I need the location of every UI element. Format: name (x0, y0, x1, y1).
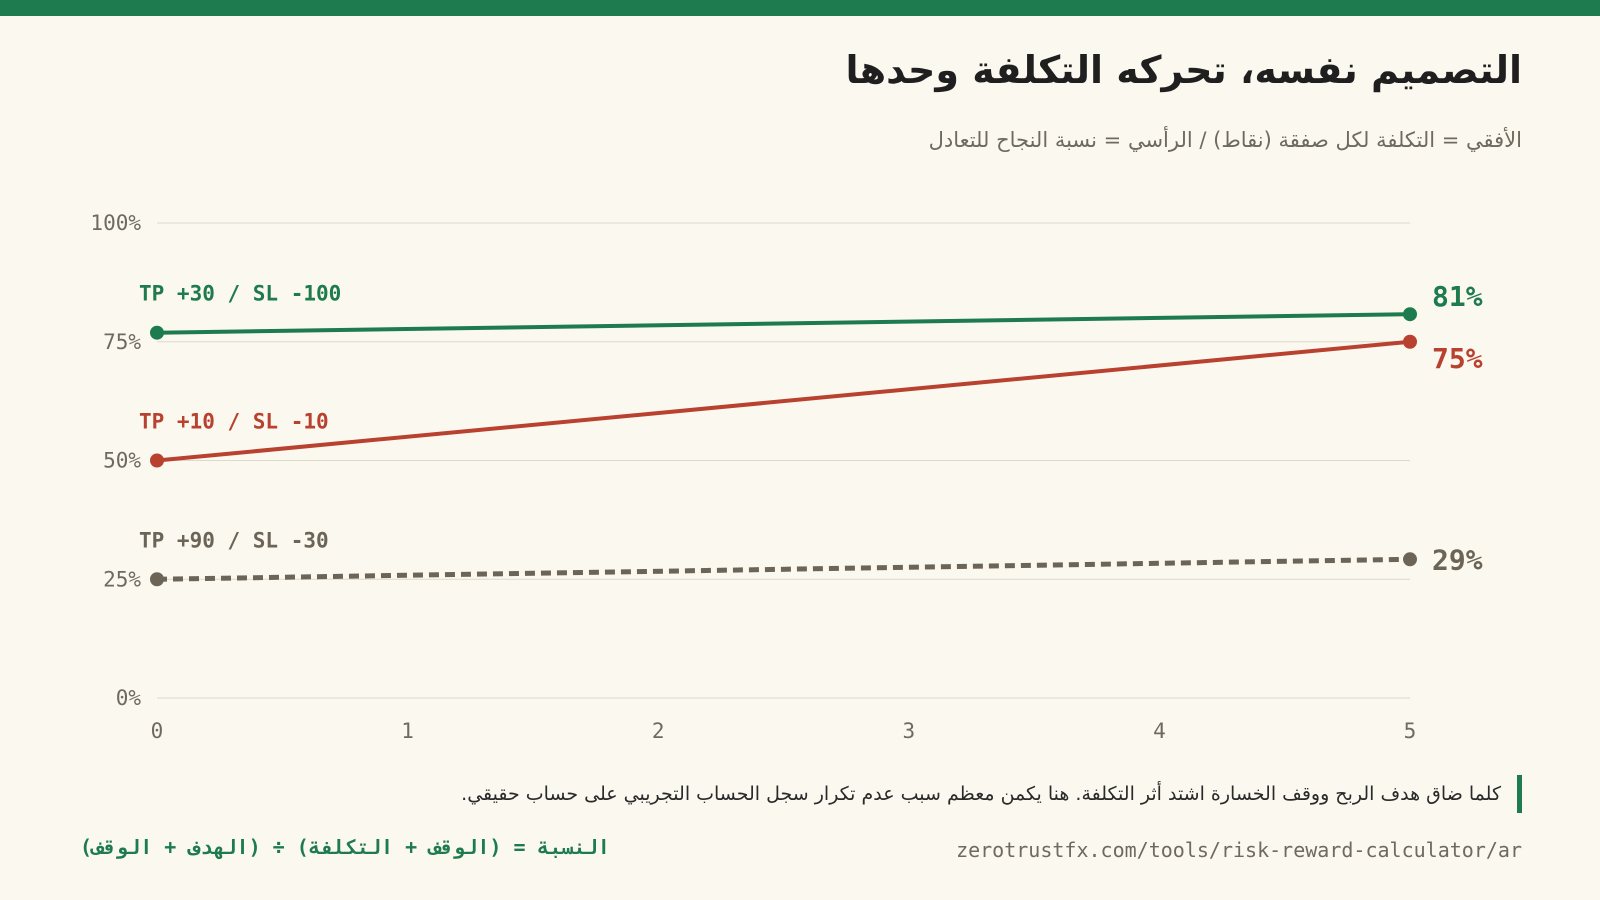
data-point (150, 453, 164, 468)
series-name-label: TP +10 / SL -10 (139, 410, 329, 434)
data-point (150, 325, 164, 340)
page-subtitle: الأفقي = التكلفة لكل صفقة (نقاط) / الرأس… (928, 128, 1522, 152)
end-value-label: 81% (1432, 280, 1483, 313)
x-tick-label: 0 (151, 719, 164, 743)
end-value-label: 75% (1432, 342, 1483, 375)
series-line (156, 556, 1411, 582)
x-tick-label: 3 (902, 719, 915, 743)
x-tick-label: 2 (652, 719, 665, 743)
page-title: التصميم نفسه، تحركه التكلفة وحدها (845, 48, 1522, 92)
y-tick-label: 75% (103, 330, 141, 354)
source-url: zerotrustfx.com/tools/risk-reward-calcul… (956, 838, 1522, 862)
y-tick-label: 25% (103, 567, 141, 591)
series-name-label: TP +90 / SL -30 (139, 528, 329, 552)
data-point (1403, 307, 1417, 322)
x-tick-label: 5 (1404, 719, 1417, 743)
x-tick-label: 4 (1153, 719, 1166, 743)
series-name-label: TP +30 / SL -100 (139, 282, 341, 306)
series-line (156, 339, 1411, 463)
y-tick-label: 100% (90, 211, 141, 235)
formula-text: النسبة = (الوقف + التكلفة) ÷ (الهدف + ال… (80, 835, 610, 859)
y-tick-label: 50% (103, 449, 141, 473)
data-point (1403, 334, 1417, 349)
data-point (1403, 552, 1417, 567)
y-tick-label: 0% (116, 686, 142, 710)
top-accent-bar (0, 0, 1600, 16)
end-value-label: 29% (1432, 543, 1483, 576)
x-tick-label: 1 (401, 719, 414, 743)
data-point (150, 572, 164, 587)
series-line (156, 312, 1411, 335)
footer-note: كلما ضاق هدف الربح ووقف الخسارة اشتد أثر… (461, 775, 1522, 813)
